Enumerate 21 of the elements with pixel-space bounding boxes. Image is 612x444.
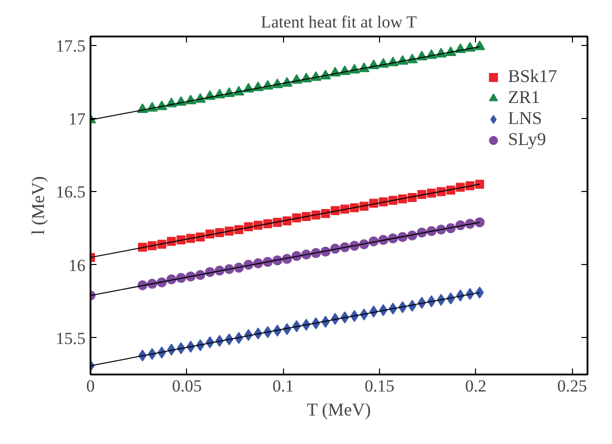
y-axis-title: l (MeV) bbox=[28, 176, 48, 235]
y-tick-label: 16 bbox=[68, 256, 86, 275]
y-tick-label: 17.5 bbox=[56, 36, 86, 56]
x-tick-label: 0.25 bbox=[557, 376, 587, 396]
legend-label: ZR1 bbox=[508, 87, 540, 108]
point bbox=[474, 217, 485, 228]
point bbox=[475, 180, 484, 189]
y-tick-label: 15.5 bbox=[56, 328, 86, 348]
x-tick-label: 0 bbox=[86, 376, 95, 396]
y-tick-label: 17 bbox=[68, 109, 86, 128]
x-tick-label: 0.15 bbox=[364, 376, 394, 396]
chart-title: Latent heat fit at low T bbox=[260, 12, 418, 32]
legend-label: BSk17 bbox=[508, 66, 557, 87]
legend-label: SLy9 bbox=[508, 129, 546, 150]
x-axis-title: T (MeV) bbox=[306, 400, 371, 420]
x-tick-label: 0.05 bbox=[172, 376, 202, 396]
legend-label: LNS bbox=[508, 108, 542, 129]
x-tick-label: 0.1 bbox=[272, 376, 294, 396]
x-tick-label: 0.2 bbox=[465, 376, 486, 396]
point bbox=[475, 286, 484, 299]
y-tick-label: 16.5 bbox=[56, 182, 86, 202]
